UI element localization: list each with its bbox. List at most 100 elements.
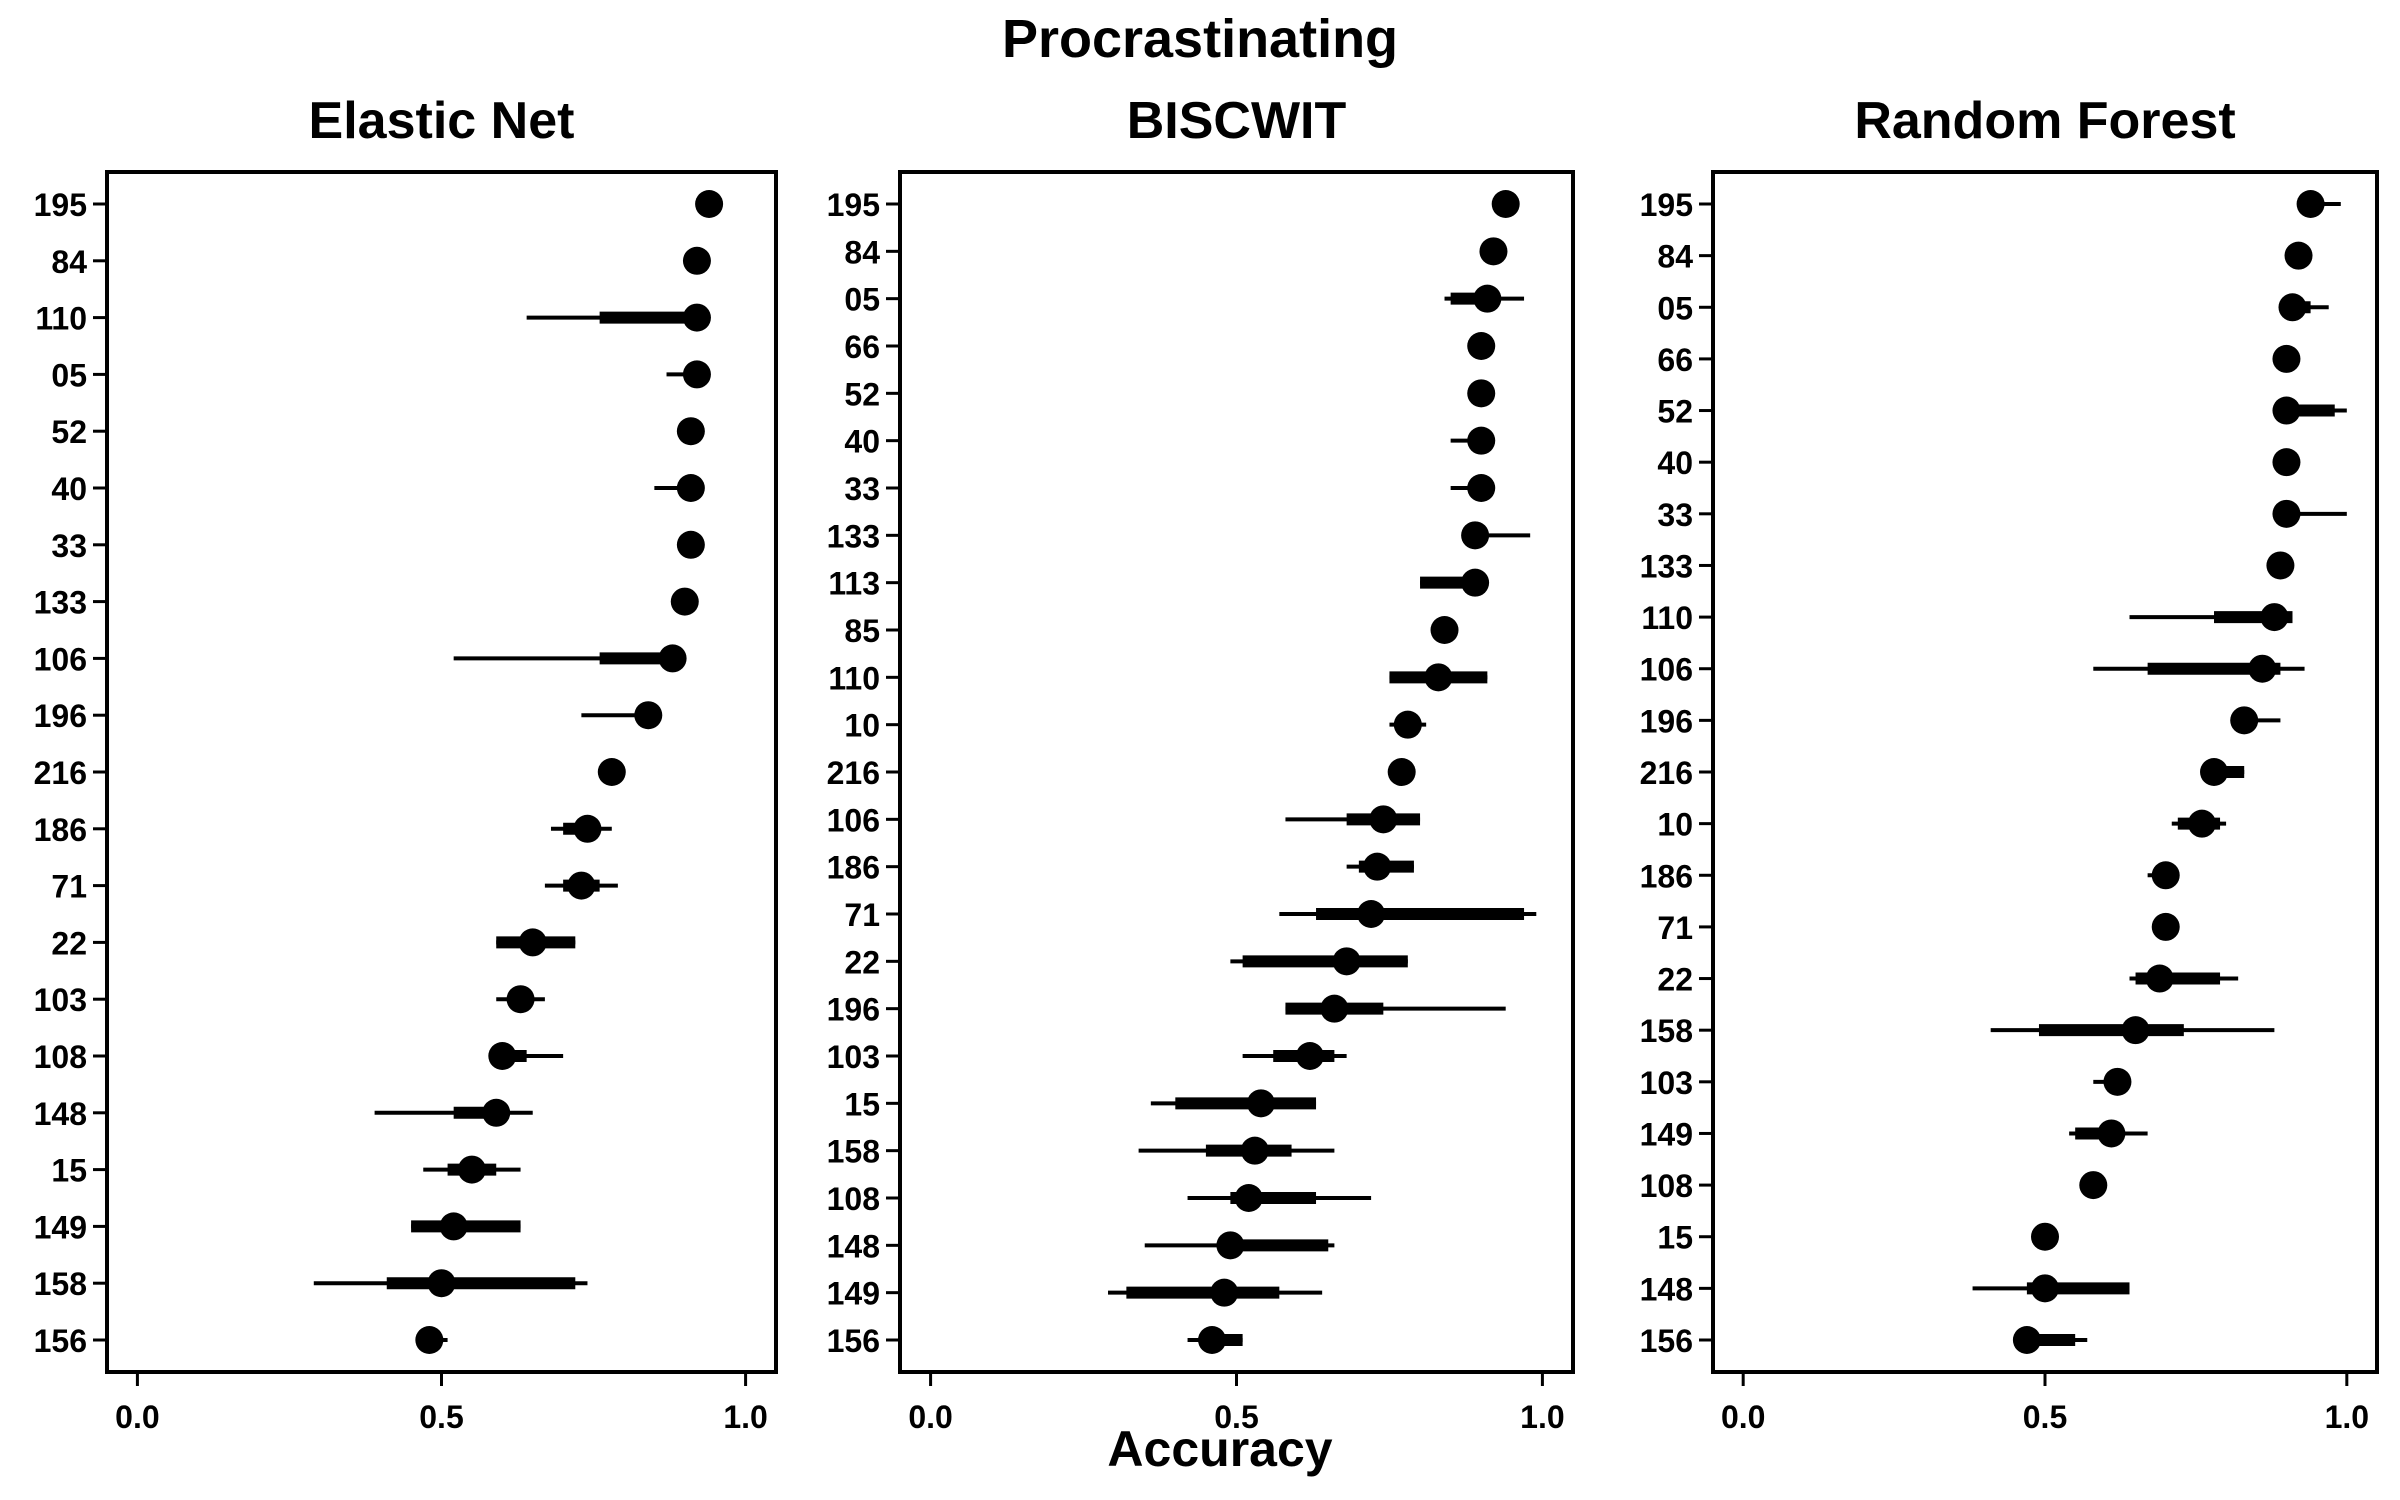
data-point: [2266, 551, 2295, 580]
y-tick-label: 33: [51, 528, 87, 564]
data-point: [506, 985, 535, 1014]
data-point: [2187, 809, 2216, 838]
y-tick-label: 10: [844, 708, 880, 744]
y-tick-label: 110: [828, 660, 880, 696]
y-tick-label: 216: [1640, 755, 1693, 791]
y-tick-label: 15: [1657, 1220, 1693, 1256]
data-point: [670, 587, 699, 616]
x-tick-label: 0.0: [908, 1399, 952, 1435]
y-tick-label: 216: [34, 755, 87, 791]
y-tick-label: 103: [1640, 1065, 1693, 1101]
data-point: [2296, 190, 2325, 218]
data-point: [682, 360, 711, 389]
data-point: [427, 1269, 456, 1298]
data-point: [2031, 1222, 2059, 1251]
y-tick-label: 71: [1657, 910, 1693, 946]
y-tick-label: 66: [844, 329, 880, 365]
panel-title: Elastic Net: [309, 92, 575, 150]
data-point: [1491, 190, 1520, 218]
y-tick-label: 158: [34, 1266, 87, 1302]
data-point: [1467, 474, 1496, 502]
y-tick-label: 196: [827, 992, 880, 1028]
data-point: [1357, 900, 1386, 928]
data-point: [1467, 332, 1496, 360]
data-point: [1430, 616, 1459, 644]
data-point: [1295, 1042, 1324, 1070]
panel-title: BISCWIT: [1127, 92, 1347, 150]
data-point: [457, 1155, 486, 1184]
data-point: [573, 814, 602, 843]
data-point: [2079, 1171, 2108, 1200]
data-point: [1479, 237, 1508, 266]
data-point: [1424, 663, 1453, 692]
y-tick-label: 71: [51, 869, 87, 905]
y-tick-label: 108: [1640, 1168, 1693, 1204]
data-point: [2278, 293, 2307, 322]
y-tick-label: 05: [51, 357, 87, 393]
y-tick-label: 33: [844, 471, 880, 507]
data-point: [682, 246, 711, 275]
x-tick-label: 1.0: [723, 1399, 767, 1435]
data-point: [2260, 603, 2289, 632]
data-point: [1387, 758, 1416, 786]
x-tick-label: 0.0: [1721, 1399, 1765, 1435]
x-tick-label: 0.5: [2023, 1399, 2067, 1435]
y-tick-label: 52: [1657, 394, 1693, 430]
y-tick-label: 133: [34, 585, 87, 621]
x-tick-label: 0.5: [1214, 1399, 1258, 1435]
data-point: [1467, 426, 1496, 455]
y-tick-label: 05: [844, 282, 880, 318]
y-tick-label: 158: [827, 1134, 880, 1170]
y-tick-label: 103: [827, 1039, 880, 1075]
y-tick-label: 10: [1657, 807, 1693, 843]
figure-title: Procrastinating: [1001, 9, 1399, 69]
y-tick-label: 158: [1640, 1013, 1693, 1049]
data-point: [2012, 1326, 2041, 1354]
data-point: [1216, 1231, 1245, 1260]
y-tick-label: 110: [1641, 600, 1693, 636]
x-tick-label: 0.0: [115, 1399, 159, 1435]
data-point: [488, 1042, 517, 1070]
y-tick-label: 84: [1657, 239, 1693, 275]
y-tick-label: 156: [1640, 1323, 1693, 1359]
y-tick-label: 133: [1640, 548, 1693, 584]
y-tick-label: 196: [34, 698, 87, 734]
y-tick-label: 52: [844, 376, 880, 412]
x-axis-label: Accuracy: [1107, 1421, 1333, 1477]
data-point: [2272, 396, 2301, 425]
y-tick-label: 106: [1640, 652, 1693, 688]
y-tick-label: 186: [1640, 858, 1693, 894]
y-tick-label: 22: [844, 944, 880, 980]
axes-frame: [105, 170, 778, 1374]
data-point: [2248, 654, 2277, 683]
y-tick-label: 15: [51, 1153, 87, 1189]
y-tick-label: 05: [1657, 290, 1693, 326]
y-tick-label: 149: [827, 1276, 880, 1312]
data-point: [2121, 1016, 2150, 1045]
data-point: [2103, 1067, 2132, 1096]
data-point: [1234, 1184, 1263, 1212]
data-point: [567, 871, 596, 900]
data-point: [676, 474, 705, 502]
data-point: [1461, 521, 1490, 550]
y-tick-label: 186: [34, 812, 87, 848]
data-point: [1332, 947, 1361, 976]
y-tick-label: 106: [827, 802, 880, 838]
data-point: [658, 644, 687, 673]
data-point: [676, 417, 705, 446]
y-tick-label: 156: [34, 1323, 87, 1359]
data-point: [2151, 912, 2180, 941]
x-tick-label: 1.0: [2325, 1399, 2369, 1435]
data-point: [2272, 499, 2301, 528]
y-tick-label: 108: [827, 1181, 880, 1217]
y-tick-label: 33: [1657, 497, 1693, 533]
y-tick-label: 40: [844, 424, 880, 460]
y-tick-label: 52: [51, 414, 87, 450]
data-point: [2272, 448, 2301, 477]
y-tick-label: 85: [844, 613, 880, 649]
data-point: [415, 1326, 444, 1354]
data-point: [676, 530, 705, 559]
y-tick-label: 66: [1657, 342, 1693, 378]
y-tick-label: 195: [1640, 187, 1693, 223]
